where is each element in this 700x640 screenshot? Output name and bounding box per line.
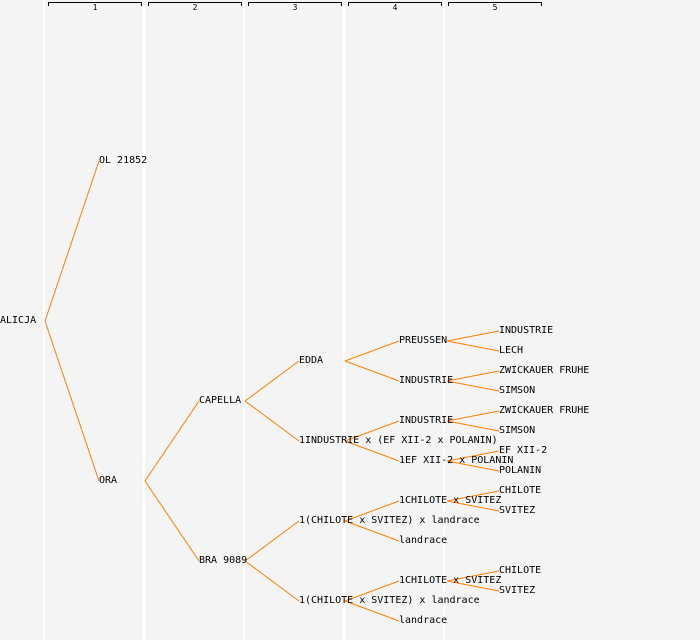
pedigree-node-gen-4[interactable]: INDUSTRIE [399,375,454,386]
pedigree-node-gen-2[interactable]: BRA 9089 [199,555,248,566]
pedigree-connector [344,340,400,362]
pedigree-connector [446,580,500,592]
column-label-2: 2 [192,3,198,12]
column-bracket-1 [48,2,142,6]
pedigree-connector [446,370,500,382]
pedigree-node-gen-3[interactable]: 1(CHILOTE x SVITEZ) x landrace [299,515,480,526]
pedigree-node-gen-4[interactable]: landrace [399,535,448,546]
pedigree-connector [446,460,500,472]
pedigree-connector [446,380,500,392]
pedigree-node-gen-4[interactable]: 1CHILOTE x SVITEZ [399,575,502,586]
pedigree-node-gen-5[interactable]: SVITEZ [499,585,536,596]
pedigree-node-gen-1[interactable]: OL 21852 [99,155,148,166]
column-separator [243,0,245,640]
pedigree-node-gen-5[interactable]: SIMSON [499,385,536,396]
pedigree-connector [344,440,400,462]
pedigree-node-gen-5[interactable]: EF XII-2 [499,445,548,456]
pedigree-node-gen-5[interactable]: CHILOTE [499,565,542,576]
pedigree-node-gen-2[interactable]: CAPELLA [199,395,242,406]
pedigree-connector [446,450,500,462]
pedigree-connector [44,160,100,322]
pedigree-connector [244,400,300,442]
pedigree-node-gen-4[interactable]: 1CHILOTE x SVITEZ [399,495,502,506]
pedigree-connector [446,330,500,342]
pedigree-connector [446,490,500,502]
column-separator [343,0,345,640]
pedigree-node-gen-0[interactable]: ALICJA [0,315,37,326]
pedigree-connector [344,420,400,442]
pedigree-connector [344,360,400,382]
pedigree-connector [344,520,400,542]
column-label-4: 4 [392,3,398,12]
pedigree-connector [244,560,300,602]
pedigree-connector [344,600,400,622]
pedigree-node-gen-3[interactable]: EDDA [299,355,324,366]
pedigree-node-gen-4[interactable]: 1EF XII-2 x POLANIN [399,455,514,466]
column-separator [143,0,145,640]
pedigree-node-gen-5[interactable]: ZWICKAUER FRUHE [499,365,590,376]
column-label-3: 3 [292,3,298,12]
pedigree-connector [344,500,400,522]
pedigree-connector [144,480,200,562]
pedigree-node-gen-5[interactable]: POLANIN [499,465,542,476]
pedigree-connector [244,360,300,402]
column-bracket-5 [448,2,542,6]
column-bracket-3 [248,2,342,6]
pedigree-node-gen-5[interactable]: SVITEZ [499,505,536,516]
pedigree-node-gen-5[interactable]: ZWICKAUER FRUHE [499,405,590,416]
pedigree-node-gen-5[interactable]: INDUSTRIE [499,325,554,336]
pedigree-node-gen-4[interactable]: landrace [399,615,448,626]
pedigree-node-gen-4[interactable]: INDUSTRIE [399,415,454,426]
pedigree-node-gen-3[interactable]: 1(CHILOTE x SVITEZ) x landrace [299,595,480,606]
column-label-1: 1 [92,3,98,12]
pedigree-node-gen-1[interactable]: ORA [99,475,118,486]
pedigree-connector [446,420,500,432]
column-label-5: 5 [492,3,498,12]
pedigree-connector [446,500,500,512]
pedigree-connector [44,320,100,482]
column-bracket-4 [348,2,442,6]
pedigree-node-gen-5[interactable]: SIMSON [499,425,536,436]
pedigree-connector [446,570,500,582]
pedigree-connector [344,580,400,602]
pedigree-node-gen-3[interactable]: 1INDUSTRIE x (EF XII-2 x POLANIN) [299,435,498,446]
pedigree-connector [144,400,200,482]
column-separator [43,0,45,640]
pedigree-connector [446,410,500,422]
pedigree-connector [446,340,500,352]
pedigree-connector [244,520,300,562]
pedigree-node-gen-4[interactable]: PREUSSEN [399,335,448,346]
column-bracket-2 [148,2,242,6]
column-separator [443,0,445,640]
pedigree-node-gen-5[interactable]: LECH [499,345,524,356]
pedigree-node-gen-5[interactable]: CHILOTE [499,485,542,496]
